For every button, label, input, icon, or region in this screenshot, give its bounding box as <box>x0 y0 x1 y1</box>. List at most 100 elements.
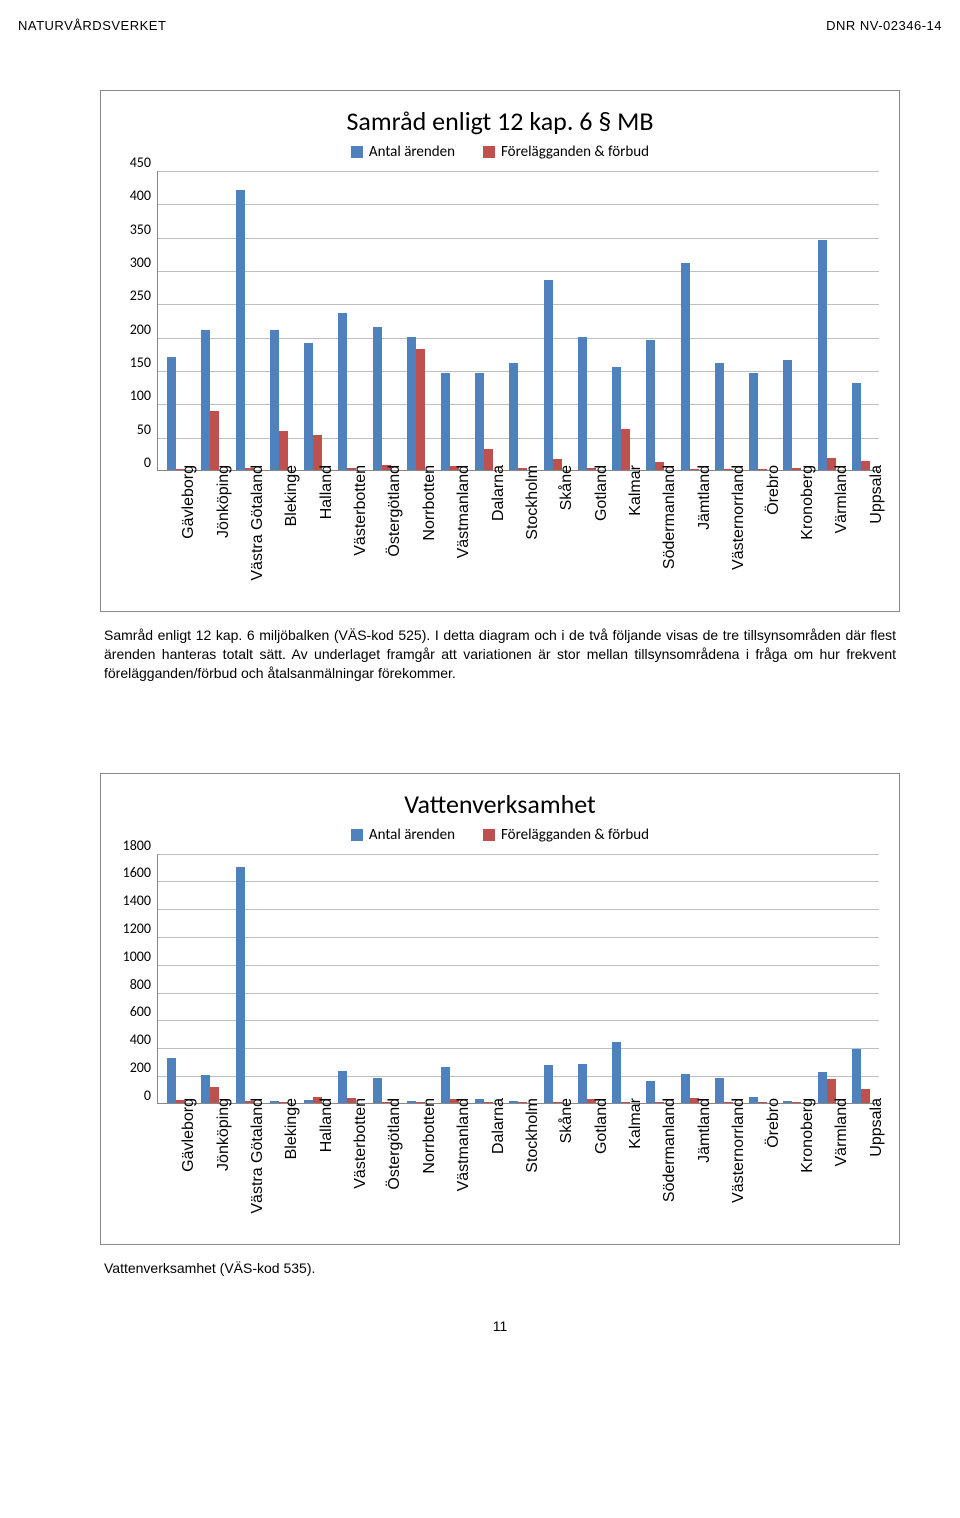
bar-series-1 <box>715 363 724 470</box>
bar-group <box>604 367 638 470</box>
legend-swatch-1 <box>351 146 363 158</box>
legend-series-2: Förelägganden & förbud <box>483 143 649 161</box>
legend-series-2: Förelägganden & förbud <box>483 826 649 844</box>
bar-series-1 <box>646 1081 655 1103</box>
bar-group <box>296 343 330 470</box>
bar-group <box>638 340 672 470</box>
bar-series-1 <box>441 373 450 470</box>
bar-series-1 <box>612 367 621 470</box>
bar-series-1 <box>509 1101 518 1103</box>
bar-series-1 <box>852 383 861 470</box>
x-axis-labels: GävleborgJönköpingVästra GötalandBleking… <box>121 1104 879 1234</box>
bar-series-1 <box>407 337 416 470</box>
x-tick-label: Uppsala <box>868 465 886 524</box>
bar-group <box>570 337 604 470</box>
bar-series-1 <box>681 263 690 470</box>
bar-series-1 <box>304 1100 313 1103</box>
bar-group <box>159 1058 193 1102</box>
bar-series-1 <box>681 1074 690 1103</box>
bar-group <box>844 383 878 470</box>
bar-group <box>159 357 193 470</box>
caption-2: Vattenverksamhet (VÄS-kod 535). <box>104 1259 896 1278</box>
bar-series-1 <box>578 337 587 470</box>
bar-group <box>775 360 809 470</box>
bar-series-1 <box>270 330 279 470</box>
y-axis: 450400350300250200150100500 <box>121 171 157 471</box>
bar-group <box>741 373 775 470</box>
bar-group <box>399 337 433 470</box>
bar-group <box>536 280 570 470</box>
bar-series-1 <box>818 240 827 470</box>
bar-series-1 <box>749 373 758 470</box>
bar-group <box>364 327 398 470</box>
bar-series-1 <box>167 357 176 470</box>
caption-1: Samråd enligt 12 kap. 6 miljöbalken (VÄS… <box>104 626 896 683</box>
legend-series-1: Antal ärenden <box>351 826 455 844</box>
bar-series-1 <box>578 1064 587 1103</box>
bar-series-1 <box>852 1049 861 1103</box>
bar-group <box>227 867 261 1103</box>
bar-series-1 <box>715 1078 724 1103</box>
header-agency: NATURVÅRDSVERKET <box>18 18 166 33</box>
page-number: 11 <box>100 1318 900 1334</box>
bar-series-1 <box>373 327 382 470</box>
bar-group <box>262 330 296 470</box>
bar-series-1 <box>818 1072 827 1103</box>
legend-label-1: Antal ärenden <box>369 143 455 161</box>
legend-label-1: Antal ärenden <box>369 826 455 844</box>
legend-swatch-2 <box>483 829 495 841</box>
bar-group <box>501 363 535 470</box>
bar-series-1 <box>783 360 792 470</box>
bar-series-2 <box>416 349 425 470</box>
bar-series-1 <box>304 343 313 470</box>
bar-series-1 <box>236 190 245 470</box>
bar-series-1 <box>544 1065 553 1103</box>
bar-group <box>330 313 364 470</box>
chart-title: Samråd enligt 12 kap. 6 § MB <box>121 105 879 137</box>
bar-series-1 <box>373 1078 382 1103</box>
bar-series-1 <box>509 363 518 470</box>
bar-group <box>467 373 501 470</box>
bar-series-1 <box>407 1101 416 1103</box>
plot-area <box>157 171 879 471</box>
chart-legend: Antal ärenden Förelägganden & förbud <box>121 826 879 844</box>
bar-series-1 <box>646 340 655 470</box>
bar-series-1 <box>236 867 245 1103</box>
legend-series-1: Antal ärenden <box>351 143 455 161</box>
chart-legend: Antal ärenden Förelägganden & förbud <box>121 143 879 161</box>
bar-group <box>707 363 741 470</box>
bar-series-1 <box>475 1099 484 1103</box>
bar-group <box>227 190 261 470</box>
bars-container <box>158 854 879 1103</box>
plot-area <box>157 854 879 1104</box>
bar-series-1 <box>783 1101 792 1103</box>
bar-group <box>604 1042 638 1103</box>
bar-series-1 <box>544 280 553 470</box>
bar-series-1 <box>201 330 210 470</box>
bar-series-2 <box>621 429 630 470</box>
legend-label-2: Förelägganden & förbud <box>501 143 649 161</box>
bar-series-1 <box>338 313 347 470</box>
bar-series-1 <box>167 1058 176 1102</box>
bar-series-2 <box>210 411 219 470</box>
bar-series-1 <box>338 1071 347 1103</box>
bar-series-1 <box>749 1097 758 1103</box>
header-dnr: DNR NV-02346-14 <box>826 18 942 33</box>
bar-group <box>193 330 227 470</box>
x-axis-labels: GävleborgJönköpingVästra GötalandBleking… <box>121 471 879 601</box>
bar-group <box>844 1049 878 1103</box>
bar-group <box>673 263 707 470</box>
y-axis: 180016001400120010008006004002000 <box>121 854 157 1104</box>
chart-2-box: Vattenverksamhet Antal ärenden Föreläggand… <box>100 773 900 1245</box>
bar-group <box>570 1064 604 1103</box>
bars-container <box>158 171 879 470</box>
legend-swatch-1 <box>351 829 363 841</box>
bar-series-1 <box>441 1067 450 1103</box>
chart-1-box: Samråd enligt 12 kap. 6 § MB Antal ärende… <box>100 90 900 612</box>
x-tick-label: Uppsala <box>868 1098 886 1157</box>
bar-series-1 <box>201 1075 210 1103</box>
bar-series-1 <box>270 1101 279 1102</box>
bar-group <box>433 373 467 470</box>
bar-series-1 <box>475 373 484 470</box>
chart-title: Vattenverksamhet <box>121 788 879 820</box>
